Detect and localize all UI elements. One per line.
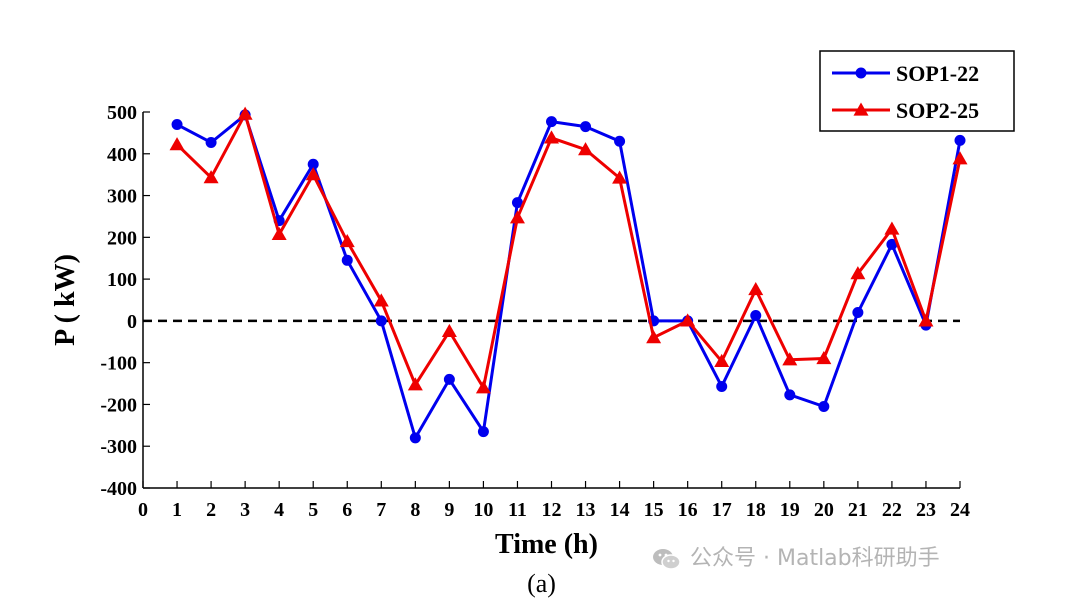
legend-box [819,50,1015,132]
data-point [578,142,594,156]
data-point [614,135,626,147]
x-tick-label: 7 [376,499,386,521]
data-point [305,167,321,181]
wechat-icon [653,549,681,570]
axes-layer [142,111,961,489]
data-point [884,221,900,235]
data-point [443,373,455,385]
y-tick-label: 0 [127,311,137,333]
x-tick-label: 10 [473,499,493,521]
y-tick-label: 500 [107,102,137,124]
x-tick-label: 14 [610,499,630,521]
x-tick-label: 4 [274,499,284,521]
data-point [477,426,489,438]
x-tick-label: 20 [814,499,834,521]
series-sop1-22 [171,109,966,444]
x-tick-label: 16 [678,499,698,521]
data-point [816,350,832,365]
series-sop2-25 [169,106,968,394]
data-point [271,226,287,241]
data-point [203,170,219,184]
series-line [175,110,962,392]
data-point [952,151,968,165]
data-point [409,432,421,444]
data-point [511,197,523,209]
data-point [716,380,728,392]
x-tick-label: 2 [206,499,216,521]
data-point [307,158,319,170]
legend: SOP1-22 SOP2-25 [819,50,1015,132]
data-point [375,315,387,327]
x-tick-label: 22 [882,499,902,521]
y-axis-label: P ( kW) [50,254,81,346]
data-point [612,170,628,184]
x-tick-label: 13 [576,499,596,521]
legend-label: SOP2-25 [896,98,979,123]
data-point [918,313,934,327]
y-tick-label: 200 [107,227,137,249]
x-tick-label: 18 [746,499,766,521]
x-tick-label: 23 [916,499,936,521]
data-point [852,307,864,319]
x-tick-label: 8 [410,499,420,521]
data-point [339,234,355,248]
data-point [205,136,217,148]
y-tick-label: 400 [107,144,137,166]
x-tick-label: 12 [542,499,562,521]
x-axis-label: Time (h) [495,529,598,560]
data-point [373,293,389,307]
data-point [748,282,764,296]
data-point [714,353,730,368]
x-tick-label: 6 [342,499,352,521]
series-layer [169,106,968,444]
series-line [176,112,962,442]
data-point [475,380,491,394]
data-point [580,121,592,133]
data-point [954,134,966,146]
data-point [818,401,830,413]
legend-label: SOP1-22 [896,61,979,86]
x-tick-label: 1 [172,499,182,521]
data-point [544,130,559,144]
x-tick-label: 24 [950,499,970,521]
data-point [169,137,185,151]
x-tick-label: 21 [848,499,868,521]
watermark: 公众号 · Matlab科研助手 [652,540,940,572]
x-tick-label: 17 [712,499,732,521]
x-tick-label: 11 [508,499,527,521]
data-point [546,116,557,128]
data-point [237,106,253,120]
data-point [850,266,866,280]
data-point [407,377,423,391]
data-point [886,238,898,250]
x-tick-label: 3 [240,499,250,521]
data-point [680,313,696,327]
data-point [341,254,353,266]
x-tick-label: 5 [308,499,318,521]
legend-marker [853,102,869,116]
x-tick-label: 19 [780,499,800,521]
data-point [441,323,457,337]
y-tick-label: 300 [107,186,137,208]
y-tick-label: 100 [107,269,137,291]
x-tick-label: 9 [444,499,454,521]
data-point [509,210,525,224]
data-point [171,119,183,131]
data-point [750,309,762,321]
data-point [646,330,662,344]
y-tick-label: -200 [100,394,137,416]
y-tick-label: -300 [100,436,137,458]
data-point [782,352,798,366]
y-tick-label: -100 [100,353,137,375]
figure-caption: (a) [527,569,556,598]
legend-marker [855,67,867,79]
watermark-text: 公众号 · Matlab科研助手 [690,546,940,571]
data-point [784,389,796,401]
x-tick-label: 15 [644,499,664,521]
y-tick-label: -400 [100,478,137,500]
x-tick-label: 0 [138,499,148,521]
